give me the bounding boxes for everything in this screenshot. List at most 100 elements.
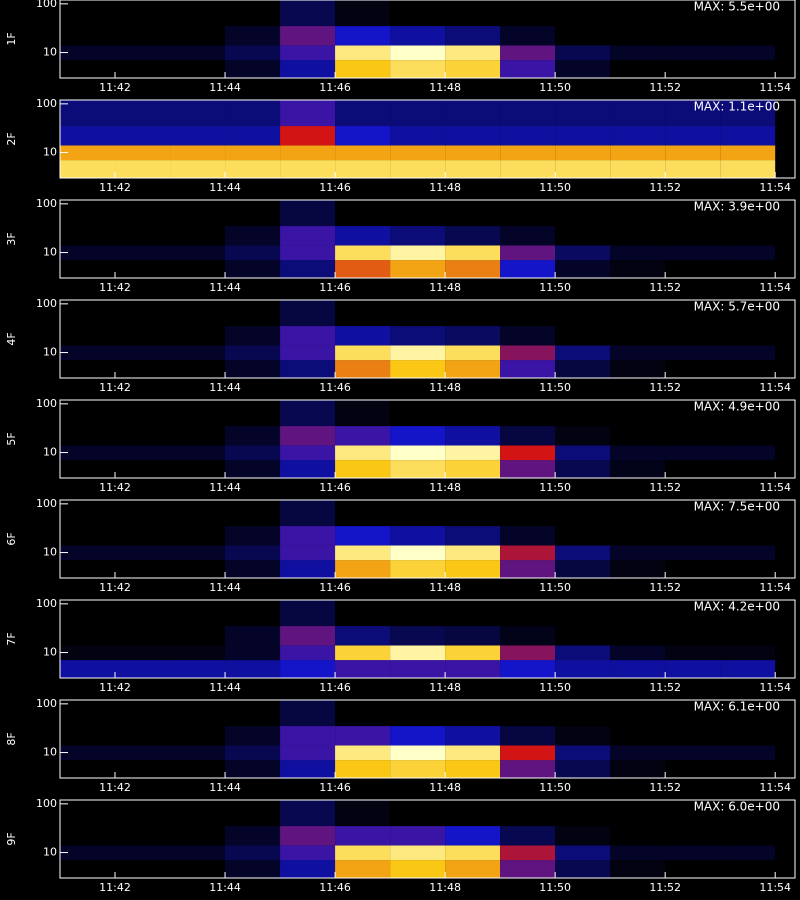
x-tick-label: 11:48 (429, 81, 461, 94)
heat-cell (280, 326, 336, 346)
x-tick-label: 11:44 (209, 481, 241, 494)
heat-cell (720, 345, 776, 361)
heat-cell (555, 345, 611, 361)
y-axis-label: 2F (5, 132, 18, 145)
y-tick-label: 100 (36, 197, 57, 210)
heat-cell (280, 245, 336, 261)
y-axis-label: 3F (5, 232, 18, 245)
max-label: MAX: 3.9e+00 (694, 200, 780, 214)
heat-cell (170, 826, 226, 846)
heat-cell (60, 26, 116, 46)
heat-cell (720, 45, 776, 61)
heat-cell (170, 500, 226, 527)
heat-cell (500, 200, 556, 227)
heat-cell (60, 45, 116, 61)
heat-cell (720, 326, 776, 346)
y-tick-label: 10 (43, 146, 57, 159)
heat-cell (280, 760, 336, 778)
heat-cell (115, 600, 171, 627)
heat-cell (60, 245, 116, 261)
heat-cell (170, 760, 226, 778)
heat-cell (60, 60, 116, 78)
heat-cell (115, 245, 171, 261)
max-label: MAX: 4.9e+00 (694, 400, 780, 414)
heat-cell (280, 560, 336, 578)
heat-cell (115, 126, 171, 146)
heat-cell (390, 660, 446, 678)
heat-cell (610, 300, 666, 327)
x-tick-label: 11:50 (539, 481, 571, 494)
heat-cell (115, 626, 171, 646)
heat-cell (390, 160, 446, 178)
heat-cell (555, 0, 611, 27)
max-label: MAX: 6.0e+00 (694, 800, 780, 814)
heat-cell (280, 726, 336, 746)
heat-cell (390, 100, 446, 127)
x-tick-label: 11:52 (649, 581, 681, 594)
heat-cell (335, 100, 391, 127)
y-axis-label: 1F (5, 32, 18, 45)
heat-cell (665, 845, 721, 861)
heat-cell (280, 460, 336, 478)
heat-cell (115, 826, 171, 846)
heat-cell (665, 126, 721, 146)
heat-cell (610, 360, 666, 378)
heat-cell (500, 626, 556, 646)
x-tick-label: 11:46 (319, 881, 351, 894)
heat-cell (60, 826, 116, 846)
heat-cell (225, 826, 281, 846)
heat-cell (555, 26, 611, 46)
heat-cell (115, 460, 171, 478)
heat-cell (170, 545, 226, 561)
heat-cell (335, 26, 391, 46)
heat-cell (445, 0, 501, 27)
heat-cell (500, 60, 556, 78)
heat-cell (500, 500, 556, 527)
heat-cell (60, 626, 116, 646)
heat-cell (720, 460, 776, 478)
heat-cell (280, 545, 336, 561)
heat-cell (665, 160, 721, 178)
heat-cell (60, 845, 116, 861)
heat-cell (555, 400, 611, 427)
y-tick-label: 10 (43, 46, 57, 59)
heat-cell (335, 260, 391, 278)
heat-cell (555, 245, 611, 261)
plot-frame (59, 699, 796, 779)
heat-cell (390, 460, 446, 478)
heat-cell (60, 345, 116, 361)
heat-cell (665, 545, 721, 561)
heat-cell (445, 145, 501, 161)
heat-cell (335, 460, 391, 478)
x-tick-label: 11:42 (99, 481, 131, 494)
heat-cell (60, 460, 116, 478)
x-tick-label: 11:48 (429, 281, 461, 294)
heat-cell (60, 445, 116, 461)
heat-cell (665, 500, 721, 527)
heat-cell (555, 226, 611, 246)
heat-cell (555, 700, 611, 727)
heat-cell (555, 560, 611, 578)
heat-cell (720, 200, 776, 227)
panel: 11:42 11:44 11:46 11:48 11:50 11:52 11:54 10 100… (5, 797, 796, 894)
heat-cell (500, 300, 556, 327)
heat-cell (280, 300, 336, 327)
heat-cell (280, 226, 336, 246)
x-tick-label: 11:54 (759, 181, 791, 194)
heat-cell (170, 0, 226, 27)
heat-cell (665, 245, 721, 261)
heat-cell (225, 600, 281, 627)
heat-cell (390, 626, 446, 646)
x-tick-label: 11:46 (319, 781, 351, 794)
heat-cell (500, 426, 556, 446)
heat-cell (665, 226, 721, 246)
heat-cell (445, 345, 501, 361)
heat-cell (665, 300, 721, 327)
heat-cell (170, 600, 226, 627)
heat-cell (115, 526, 171, 546)
heat-cell (610, 745, 666, 761)
heat-cell (555, 360, 611, 378)
heat-cell (60, 260, 116, 278)
heat-cell (115, 860, 171, 878)
